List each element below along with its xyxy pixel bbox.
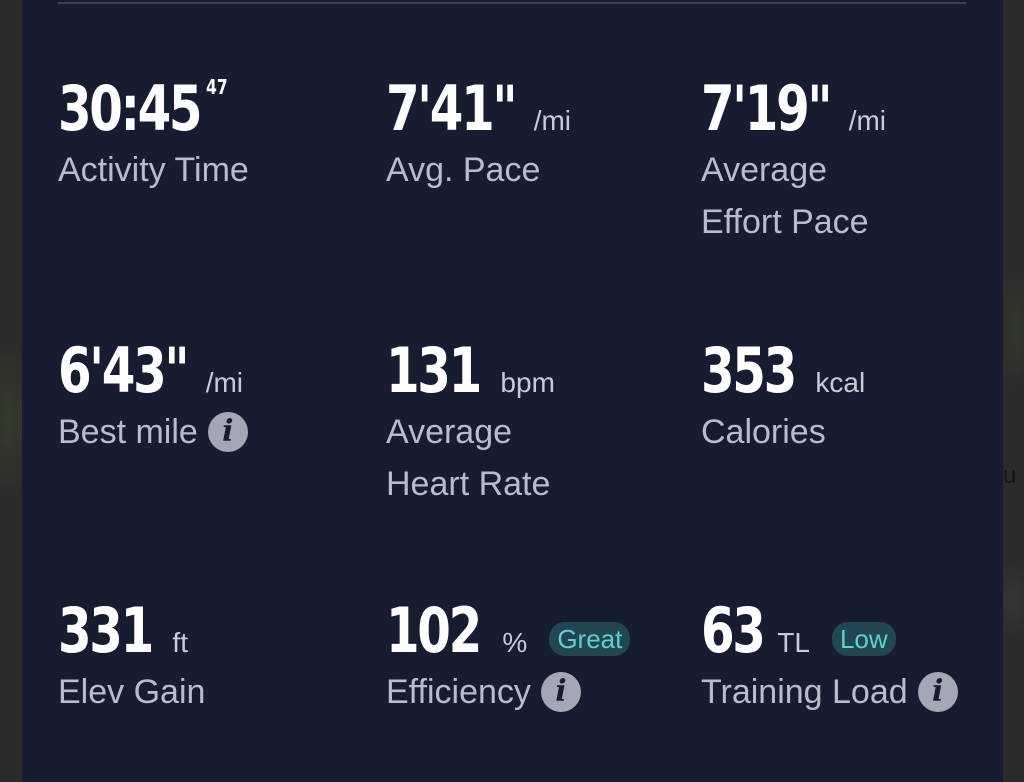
stat-value: 6'43" [58, 334, 190, 407]
activity-stats-panel: 30:45 47 Activity Time 7'41"/mi Avg. Pace… [22, 0, 1003, 782]
stat-value: 63 [701, 594, 766, 667]
stat-efficiency: 102% Great Efficiency i [386, 594, 631, 718]
info-icon[interactable]: i [540, 672, 581, 712]
stat-value-hundredths: 47 [206, 75, 229, 99]
stat-label-line2: Effort Pace [701, 203, 869, 241]
stat-label-line1: Average [386, 413, 513, 451]
stat-value: 7'41" [386, 72, 518, 145]
stat-value: 102 [386, 594, 482, 667]
stat-label: Training Load [701, 673, 908, 711]
stat-average-effort-pace: 7'19"/mi Average Effort Pace [701, 78, 886, 248]
stat-value: 7'19" [701, 72, 833, 145]
stat-activity-time: 30:45 47 Activity Time [58, 72, 249, 196]
stat-elev-gain: 331 ft Elev Gain [58, 600, 205, 718]
stat-unit: /mi [848, 105, 887, 136]
stat-value: 331 [58, 594, 154, 667]
stat-label-line1: Average [701, 151, 828, 189]
info-icon[interactable]: i [917, 672, 958, 712]
stat-unit: ft [172, 627, 188, 658]
stat-label: Efficiency [386, 673, 531, 711]
training-load-badge: Low [831, 622, 896, 656]
stat-value: 131 [386, 334, 482, 407]
stat-label: Avg. Pace [386, 151, 541, 189]
stat-unit: /mi [533, 105, 572, 136]
stat-best-mile: 6'43"/mi Best mile i [58, 340, 248, 458]
stat-value: 30:45 [58, 72, 203, 145]
stat-calories: 353 kcal Calories [701, 340, 865, 458]
stat-label: Calories [701, 413, 826, 451]
top-divider [58, 2, 966, 4]
stat-unit: TL [777, 627, 810, 658]
stat-label: Elev Gain [58, 673, 206, 711]
stat-unit: kcal [815, 367, 866, 398]
stat-label: Activity Time [58, 151, 249, 189]
stat-label-line2: Heart Rate [386, 465, 551, 503]
stat-unit: /mi [205, 367, 244, 398]
stat-value: 353 [701, 334, 797, 407]
stat-label: Best mile [58, 413, 198, 451]
efficiency-rating-badge: Great [549, 622, 631, 656]
stat-avg-pace: 7'41"/mi Avg. Pace [386, 78, 571, 196]
info-icon[interactable]: i [207, 412, 248, 452]
stat-unit: bpm [500, 367, 555, 398]
stat-average-heart-rate: 131 bpm Average Heart Rate [386, 340, 555, 510]
map-label-partial: u [1003, 462, 1017, 489]
stat-unit: % [502, 627, 528, 658]
stat-training-load: 63 TL Low Training Load i [701, 600, 958, 718]
